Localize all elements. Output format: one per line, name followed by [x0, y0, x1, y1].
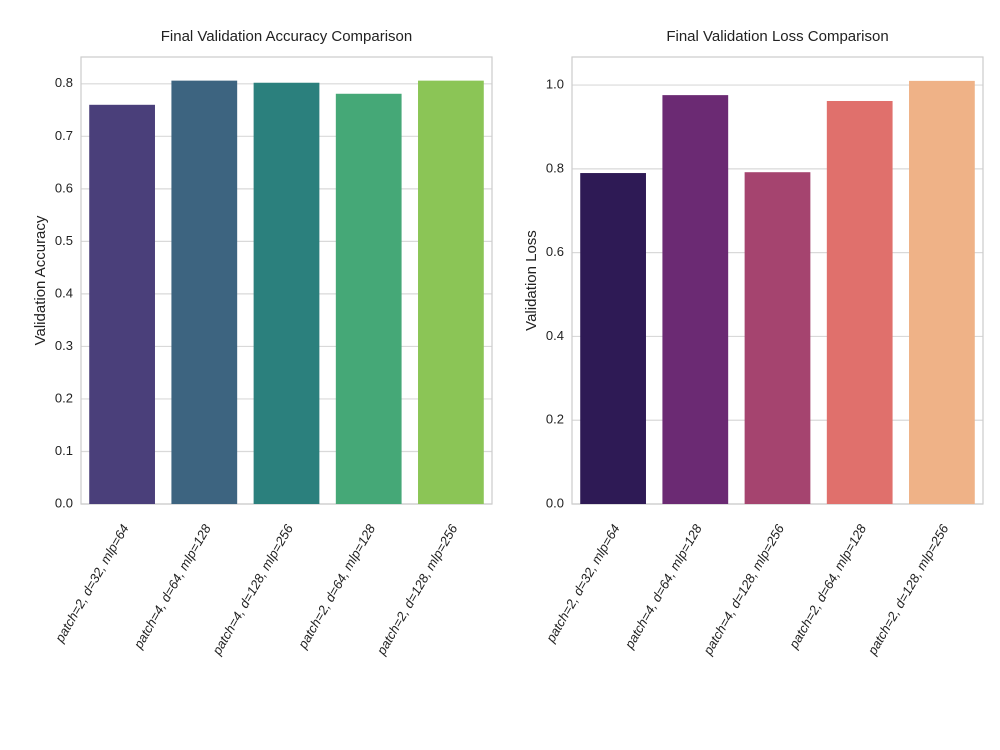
- x-tick-label: patch=4, d=128, mlp=256: [209, 521, 297, 658]
- bar: [89, 104, 155, 504]
- bar: [335, 93, 402, 505]
- y-tick-label: 0.1: [55, 443, 73, 458]
- x-tick-label: patch=4, d=64, mlp=128: [130, 521, 214, 652]
- y-tick-label: 0.6: [546, 244, 564, 259]
- x-tick-label: patch=4, d=128, mlp=256: [700, 521, 788, 658]
- y-tick-label: 0.4: [546, 328, 564, 343]
- chart-title: Final Validation Loss Comparison: [666, 28, 888, 45]
- x-tick-label: patch=2, d=32, mlp=64: [543, 522, 623, 646]
- bar: [826, 100, 893, 504]
- x-tick-label: patch=2, d=64, mlp=128: [294, 521, 378, 652]
- y-tick-label: 0.6: [55, 180, 73, 195]
- x-tick-label: patch=2, d=128, mlp=256: [864, 521, 952, 658]
- x-tick-label: patch=2, d=32, mlp=64: [52, 522, 132, 646]
- y-tick-label: 0.0: [546, 495, 564, 510]
- y-axis-label: Validation Accuracy: [32, 215, 49, 345]
- y-tick-label: 1.0: [546, 77, 564, 92]
- bar: [662, 95, 729, 504]
- y-tick-label: 0.0: [55, 495, 73, 510]
- y-tick-label: 0.7: [55, 128, 73, 143]
- x-tick-label: patch=2, d=64, mlp=128: [785, 521, 869, 652]
- y-tick-label: 0.2: [546, 412, 564, 427]
- y-axis-label: Validation Loss: [523, 230, 540, 331]
- bar: [171, 80, 238, 504]
- bar: [744, 172, 811, 505]
- x-tick-label: patch=2, d=128, mlp=256: [373, 521, 461, 658]
- y-tick-label: 0.4: [55, 285, 73, 300]
- y-tick-label: 0.2: [55, 390, 73, 405]
- y-tick-label: 0.8: [55, 75, 73, 90]
- x-tick-label: patch=4, d=64, mlp=128: [621, 521, 705, 652]
- bar: [580, 173, 646, 504]
- y-tick-label: 0.8: [546, 160, 564, 175]
- bar: [909, 80, 975, 505]
- chart-title: Final Validation Accuracy Comparison: [161, 28, 413, 45]
- y-tick-label: 0.3: [55, 338, 73, 353]
- y-tick-label: 0.5: [55, 233, 73, 248]
- bar: [253, 82, 320, 505]
- bar: [418, 80, 484, 504]
